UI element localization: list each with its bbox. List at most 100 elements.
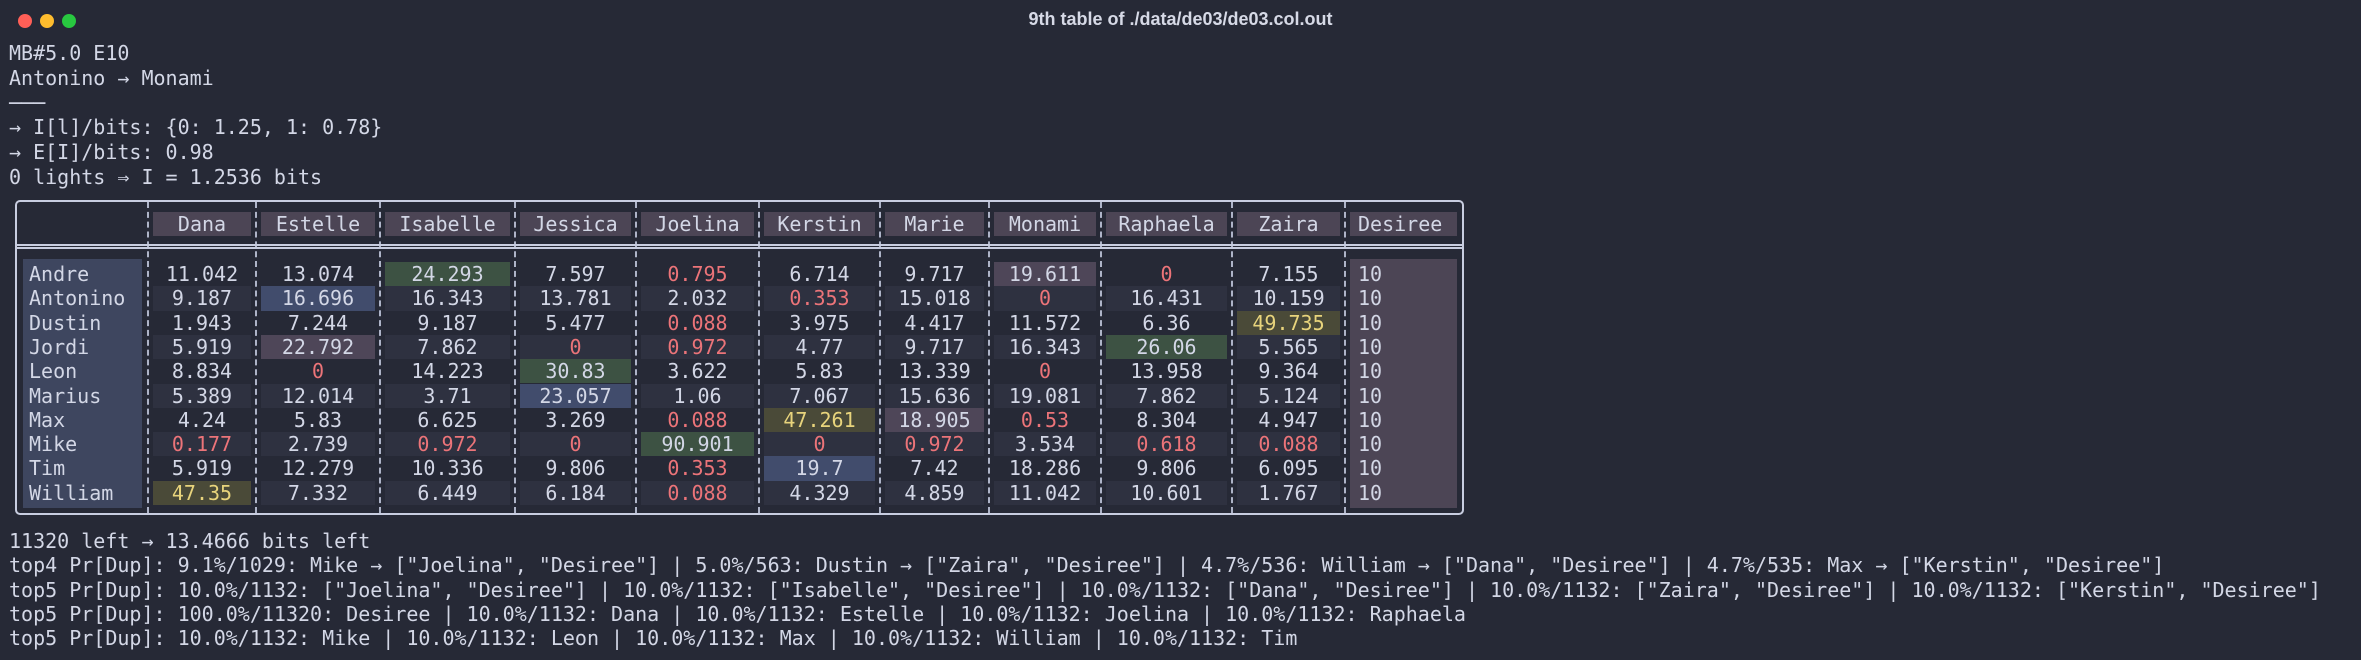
row-stripe — [764, 334, 875, 360]
table-cell: 8.304 — [1136, 407, 1197, 432]
table-cell: 4.329 — [789, 480, 850, 505]
table-cell: 4.859 — [904, 480, 965, 505]
row-header: Antonino — [29, 286, 126, 311]
row-stripe — [885, 334, 984, 360]
row-stripe — [385, 480, 510, 505]
table-cell: 15.636 — [898, 383, 971, 408]
table-cell: 7.862 — [417, 334, 478, 359]
table-cell: 7.155 — [1258, 262, 1319, 286]
table-cell: 0 — [569, 432, 582, 457]
table-cell: 5.565 — [1258, 334, 1319, 359]
table-cell: 10 — [1358, 262, 1383, 286]
table-cell: 14.223 — [411, 359, 484, 384]
row-header-bg — [23, 259, 142, 508]
table-cell: 30.83 — [520, 359, 631, 384]
row-stripe — [641, 383, 754, 408]
row-stripe — [1237, 383, 1340, 408]
column-block-bg — [1350, 259, 1457, 508]
table-cell: 11.572 — [1008, 310, 1082, 335]
table-cell: 11.042 — [165, 262, 239, 286]
row-stripe — [885, 383, 984, 408]
column-header: Joelina — [641, 212, 754, 236]
table-cell: 1.767 — [1258, 480, 1319, 505]
table-cell: 3.975 — [789, 310, 850, 335]
table-cell: 10 — [1358, 480, 1383, 505]
column-header: Monami — [994, 212, 1096, 236]
maximize-button[interactable] — [62, 14, 76, 28]
table-cell: 18.286 — [1008, 456, 1082, 481]
table-cell: 18.905 — [885, 407, 984, 433]
table-cell: 0.088 — [667, 310, 728, 335]
table-cell: 9.187 — [417, 310, 478, 335]
table-cell: 0.972 — [417, 432, 478, 457]
table-cell: 10 — [1358, 407, 1383, 432]
row-stripe — [1237, 432, 1340, 457]
output-line: top5 Pr[Dup]: 100.0%/11320: Desiree | 10… — [9, 601, 1466, 626]
table-cell: 13.781 — [539, 286, 612, 311]
row-stripe — [1237, 480, 1340, 505]
row-stripe — [153, 334, 251, 360]
column-separator — [988, 202, 990, 513]
table-cell: 4.77 — [795, 334, 844, 359]
table-cell: 5.83 — [795, 359, 844, 384]
table-cell: 10.336 — [411, 456, 484, 481]
table-cell: 47.261 — [764, 407, 875, 433]
row-header: Max — [29, 407, 66, 432]
column-header: Isabelle — [385, 212, 510, 236]
column-header: Dana — [153, 212, 251, 236]
close-button[interactable] — [18, 14, 32, 28]
table-cell: 22.792 — [261, 334, 375, 360]
table-cell: 0.53 — [1020, 407, 1070, 432]
table-cell: 10.159 — [1252, 286, 1325, 311]
output-line: 0 lights ⇒ I = 1.2536 bits — [9, 165, 323, 189]
row-stripe — [641, 480, 754, 505]
output-line: → E[I]/bits: 0.98 — [9, 140, 214, 165]
output-line: 11320 left → 13.4666 bits left — [9, 529, 371, 553]
row-stripe — [1106, 480, 1227, 505]
table-cell: 8.834 — [171, 359, 233, 384]
table-cell: 10 — [1358, 286, 1383, 311]
table-cell: 9.717 — [904, 334, 965, 359]
row-stripe — [520, 480, 631, 505]
output-line: top4 Pr[Dup]: 9.1%/1029: Mike → ["Joelin… — [9, 553, 2165, 578]
table-cell: 7.067 — [789, 383, 850, 408]
table-cell: 19.611 — [994, 262, 1096, 287]
table-cell: 24.293 — [385, 262, 510, 287]
row-stripe — [385, 383, 510, 408]
row-stripe — [520, 286, 631, 311]
row-stripe — [153, 286, 251, 311]
column-separator — [1344, 202, 1346, 513]
table-cell: 0.972 — [904, 432, 965, 457]
row-header: Leon — [29, 359, 78, 384]
output-line: Antonino → Monami — [9, 65, 214, 90]
output-line: MB#5.0 E10 — [9, 41, 130, 65]
table-cell: 0 — [311, 359, 325, 384]
table-cell: 12.279 — [281, 456, 355, 481]
table-cell: 7.597 — [545, 262, 606, 286]
table-cell: 6.095 — [1258, 456, 1319, 481]
row-stripe — [994, 383, 1096, 408]
row-stripe — [764, 480, 875, 505]
row-stripe — [764, 286, 875, 311]
table-cell: 5.919 — [171, 334, 233, 359]
table-cell: 47.35 — [153, 480, 251, 505]
minimize-button[interactable] — [40, 14, 54, 28]
column-header: Zaira — [1237, 212, 1340, 236]
column-header: Jessica — [520, 212, 631, 236]
column-header: Desiree — [1350, 212, 1457, 236]
row-stripe — [385, 432, 510, 457]
row-stripe — [1237, 286, 1340, 311]
table-cell: 13.339 — [898, 359, 971, 384]
table-cell: 5.124 — [1258, 383, 1319, 408]
table-cell: 10 — [1358, 310, 1383, 335]
column-separator — [255, 202, 257, 513]
column-header: Estelle — [261, 212, 375, 236]
table-cell: 0 — [813, 432, 826, 457]
table-cell: 10 — [1358, 432, 1383, 457]
row-stripe — [994, 286, 1096, 311]
output-line: top5 Pr[Dup]: 10.0%/1132: ["Joelina", "D… — [9, 577, 2321, 602]
table-cell: 0 — [569, 334, 582, 359]
row-header: Mike — [29, 432, 78, 457]
table-cell: 16.343 — [411, 286, 484, 311]
